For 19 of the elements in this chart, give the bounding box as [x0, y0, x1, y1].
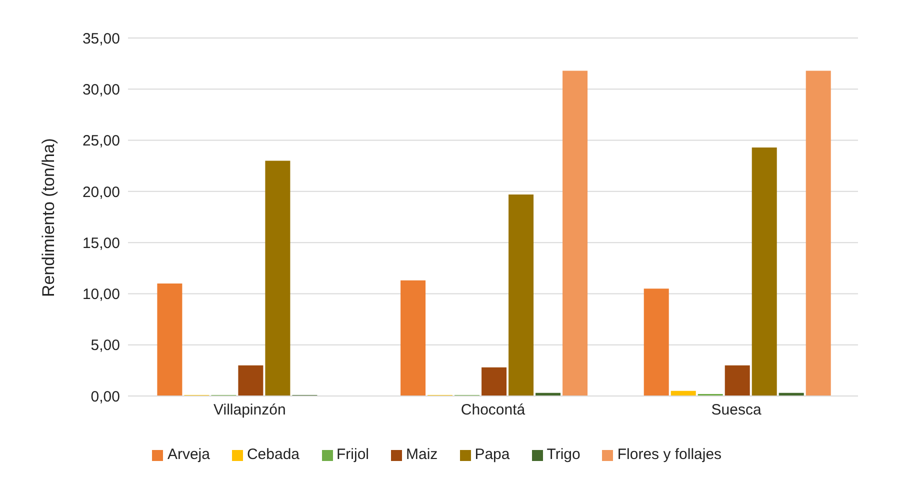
y-tick-label: 35,00 — [82, 30, 120, 48]
y-tick-label: 5,00 — [90, 337, 120, 354]
x-tick-label: Suesca — [711, 402, 762, 419]
x-tick-label: Villapinzón — [214, 402, 286, 419]
y-axis-title: Rendimiento (ton/ha) — [39, 138, 58, 297]
legend-label: Cebada — [246, 446, 300, 463]
y-tick-label: 25,00 — [82, 132, 120, 150]
y-tick-label: 10,00 — [82, 286, 120, 304]
legend-label: Trigo — [546, 446, 580, 463]
y-tick-label: 20,00 — [82, 184, 120, 201]
y-tick-label: 15,00 — [82, 234, 120, 252]
y-tick-label: 0,00 — [90, 388, 120, 406]
legend-label: Frijol — [336, 446, 370, 463]
legend-label: Papa — [474, 446, 510, 463]
y-tick-label: 30,00 — [82, 81, 120, 98]
legend-label: Flores y follajes — [617, 446, 722, 463]
legend-label: Maiz — [406, 446, 438, 463]
legend-label: Arveja — [167, 446, 210, 463]
x-tick-label: Chocontá — [460, 402, 526, 419]
